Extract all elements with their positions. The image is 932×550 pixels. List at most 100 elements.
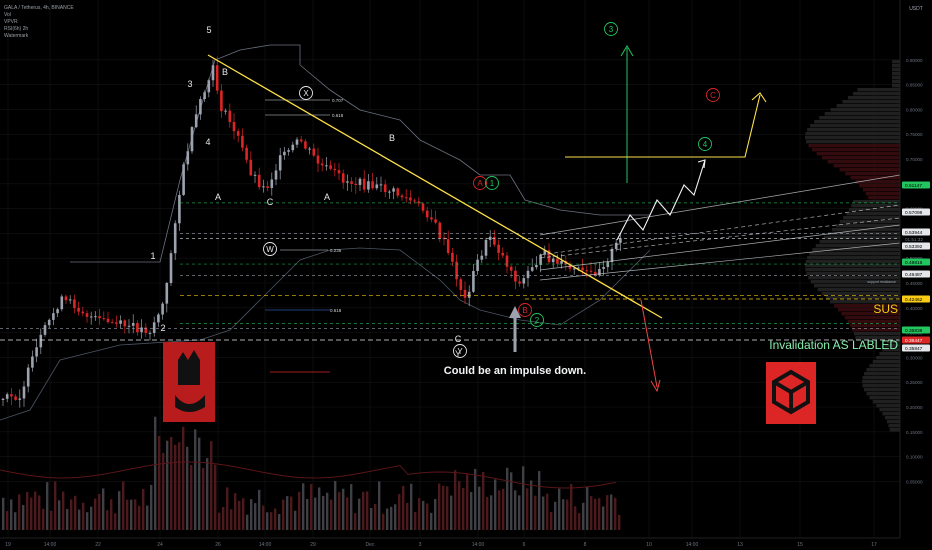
- vp-bar: [829, 300, 900, 304]
- candle-body: [543, 250, 547, 255]
- volume-bar: [326, 492, 329, 530]
- volume-bar: [546, 493, 549, 530]
- volume-bar: [474, 468, 477, 530]
- candle-body: [89, 316, 93, 318]
- volume-bar: [522, 466, 525, 530]
- volume-profile: [805, 60, 900, 432]
- fib-label-2: 0.236: [330, 248, 342, 253]
- symbol-title: GALA / Tetherus, 4h, BINANCE: [4, 5, 74, 11]
- candle-body: [186, 151, 190, 165]
- candle-body: [367, 181, 370, 190]
- sus-annotation: SUS: [873, 302, 898, 316]
- candle-body: [312, 148, 316, 156]
- circled-label-ring: [530, 313, 544, 327]
- vp-bar: [879, 352, 900, 356]
- volume-bar: [434, 499, 437, 530]
- candle-body: [535, 264, 538, 268]
- volume-bar: [278, 513, 281, 530]
- candle-body: [270, 179, 274, 188]
- candle-body: [220, 90, 223, 112]
- vp-bar: [821, 156, 900, 160]
- volume-bar: [466, 474, 469, 530]
- candle-body: [98, 316, 101, 319]
- volume-bar: [518, 495, 521, 530]
- volume-bar: [50, 510, 53, 530]
- volume-bar: [398, 494, 401, 530]
- vp-bar: [805, 132, 900, 136]
- candle-body: [152, 322, 156, 333]
- candle-body: [619, 238, 622, 243]
- vp-bar: [866, 368, 900, 372]
- volume-bar: [454, 470, 457, 530]
- volume-bar: [310, 483, 313, 530]
- projection-arrowhead: [697, 159, 706, 169]
- vp-bar: [892, 72, 900, 76]
- vp-bar: [892, 64, 900, 68]
- wave-label-10: C: [455, 334, 462, 344]
- volume-bar: [510, 472, 513, 530]
- candle-body: [383, 184, 387, 193]
- candle-body: [593, 271, 597, 276]
- indicator-vol[interactable]: Vol: [4, 12, 11, 18]
- circled-label-text: B: [522, 306, 527, 315]
- candle-body: [283, 151, 286, 156]
- x-tick-4: 26: [215, 542, 221, 548]
- impulse-annotation: Could be an impulse down.: [444, 365, 586, 377]
- volume-bar: [538, 471, 541, 530]
- candle-body: [388, 191, 391, 193]
- circled-label-9: Y: [453, 344, 467, 358]
- volume-bar: [314, 497, 317, 530]
- y-tick-17: 0.05000: [906, 479, 923, 484]
- candle-body: [64, 296, 68, 301]
- vp-bar: [815, 244, 900, 248]
- candle-body: [560, 260, 563, 264]
- grey-arrow-head: [509, 306, 521, 318]
- gala-mark-b: [789, 380, 810, 394]
- volume-bar: [30, 497, 33, 530]
- candle-body: [455, 261, 458, 280]
- candle-body: [173, 223, 177, 254]
- vp-bar: [865, 192, 900, 196]
- x-tick-1: 14:00: [44, 542, 57, 548]
- volume-bar: [62, 491, 65, 530]
- price-badge-9: 0.36447: [902, 336, 930, 344]
- candle-body: [404, 197, 408, 199]
- vp-bar: [882, 412, 900, 416]
- circled-label-text: W: [266, 245, 274, 254]
- indicator-watermark[interactable]: Watermark: [4, 33, 29, 39]
- volume-bar: [134, 499, 137, 530]
- volume-bar: [498, 490, 501, 530]
- vp-bar: [862, 384, 900, 388]
- volume-bar: [374, 503, 377, 530]
- volume-bar: [138, 505, 141, 530]
- x-tick-15: 15: [797, 542, 803, 548]
- candle-body: [287, 150, 290, 152]
- vp-bar: [872, 400, 900, 404]
- price-badge-text: 0.35847: [905, 346, 923, 352]
- gala-logo: [766, 362, 816, 424]
- price-badge-text: 0.46487: [905, 272, 923, 278]
- candle-body: [451, 252, 454, 262]
- fib-label-0: 0.707: [332, 98, 344, 103]
- volume-bar: [362, 491, 365, 530]
- price-badge-6: 0.46487: [902, 270, 930, 278]
- price-badge-bg: [902, 258, 930, 266]
- candle-body: [346, 181, 349, 183]
- price-badge-text: 0.42462: [905, 297, 923, 303]
- candle-body: [47, 319, 51, 326]
- candle-body: [505, 255, 509, 267]
- indicator-vpvr[interactable]: VPVR: [4, 19, 18, 25]
- indicator-rsi[interactable]: RSI(6h) 2h: [4, 26, 29, 32]
- volume-bar: [110, 499, 113, 530]
- price-badge-bg: [902, 242, 930, 250]
- price-badge-text: 0.53944: [905, 230, 923, 236]
- volume-bar: [182, 426, 185, 530]
- candle-body: [5, 394, 9, 399]
- volume-bar: [306, 498, 309, 530]
- volume-bar: [106, 510, 109, 530]
- x-tick-11: 8: [584, 542, 587, 548]
- candle-body: [35, 347, 38, 357]
- volume-bar: [166, 440, 169, 530]
- candle-body: [102, 318, 106, 320]
- wave-label-7: C: [267, 197, 274, 207]
